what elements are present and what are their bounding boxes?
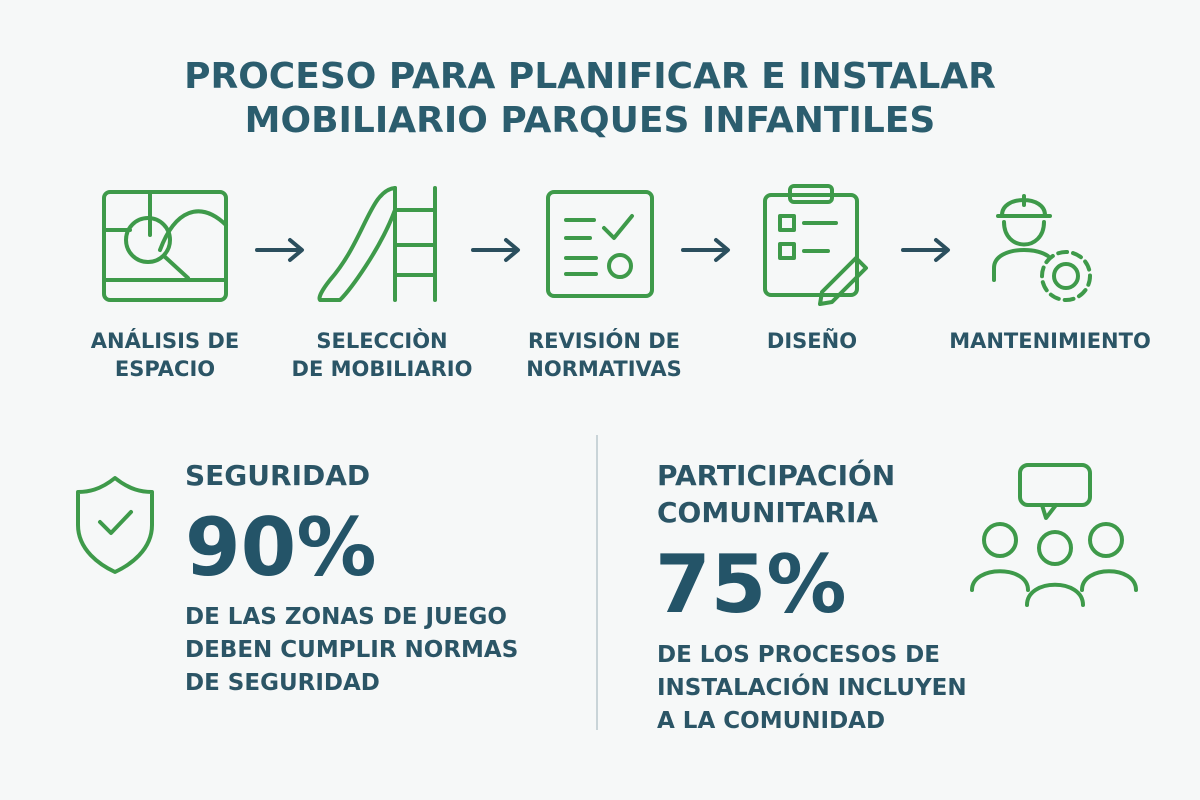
slide-icon (317, 186, 437, 302)
step-label: DISEÑO (767, 328, 857, 353)
arrow (471, 238, 520, 262)
title: PROCESO PARA PLANIFICAR E INSTALAR (184, 56, 996, 97)
step-label: REVISIÓN DE (528, 328, 680, 353)
arrow (255, 238, 304, 262)
step-label: ESPACIO (115, 357, 215, 381)
clipboard-icon (763, 184, 868, 306)
stat-description: DEBEN CUMPLIR NORMAS (185, 637, 518, 663)
stat-description: DE SEGURIDAD (185, 670, 380, 696)
step-label: DE MOBILIARIO (292, 357, 473, 381)
stat-description: DE LOS PROCESOS DE (657, 642, 940, 668)
checklist-icon (546, 190, 654, 298)
stat-value: 90% (185, 501, 376, 594)
title: MOBILIARIO PARQUES INFANTILES (245, 100, 936, 141)
stat-description: INSTALACIÓN INCLUYEN (657, 673, 967, 701)
stat-value: 75% (655, 538, 846, 631)
step-label: NORMATIVAS (526, 357, 681, 381)
arrow (681, 238, 730, 262)
stat-description: A LA COMUNIDAD (657, 708, 885, 734)
community-icon (970, 463, 1138, 607)
stat-description: DE LAS ZONAS DE JUEGO (185, 604, 507, 630)
step-label: SELECCIÒN (316, 328, 447, 353)
stat-heading: SEGURIDAD (185, 459, 370, 492)
worker-icon (992, 194, 1092, 302)
stat-heading: COMUNITARIA (657, 496, 878, 529)
step-label: MANTENIMIENTO (949, 329, 1151, 353)
step-label: ANÁLISIS DE (91, 328, 239, 353)
map-icon (102, 190, 228, 302)
shield-icon (76, 476, 154, 574)
arrow (901, 238, 950, 262)
stat-heading: PARTICIPACIÓN (657, 458, 895, 492)
